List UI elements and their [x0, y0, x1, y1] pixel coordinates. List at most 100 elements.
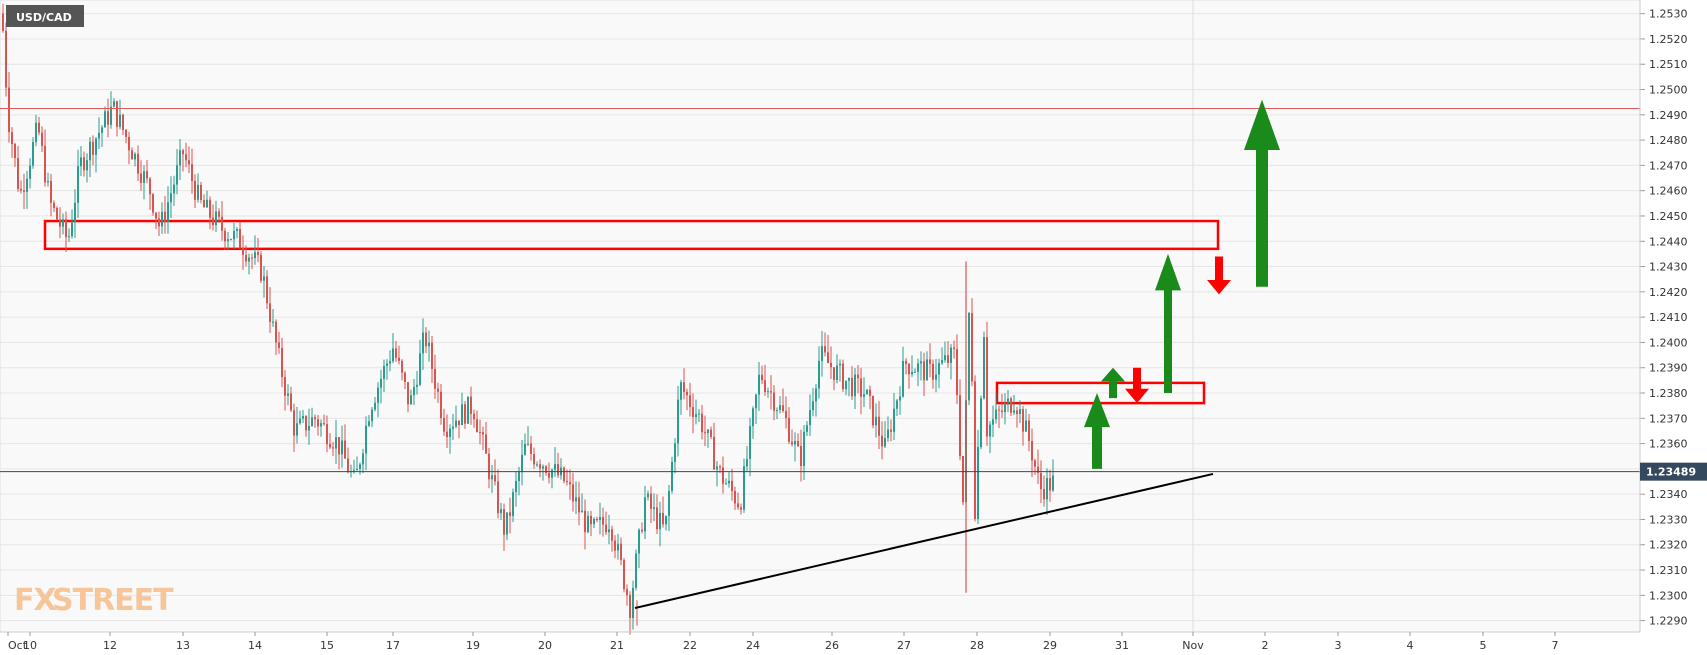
candle-body	[887, 429, 889, 439]
candle-body	[1016, 410, 1018, 415]
candle-body	[881, 435, 883, 447]
candle-body	[1028, 420, 1030, 442]
candle-body	[890, 429, 892, 432]
up-arrow	[1244, 99, 1280, 287]
candle-body	[806, 425, 808, 432]
candle-body	[566, 481, 568, 483]
x-tick-label: 27	[897, 639, 911, 652]
candle-body	[425, 332, 427, 347]
x-tick-label: Oct	[8, 639, 28, 652]
x-tick-label: 26	[825, 639, 839, 652]
candle-body	[50, 180, 52, 203]
candle-body	[572, 484, 574, 502]
candle-body	[29, 165, 31, 179]
candle-body	[551, 469, 553, 478]
candle-body	[533, 453, 535, 465]
candle-body	[170, 193, 172, 203]
candle-body	[164, 211, 166, 222]
y-tick-label: 1.2320	[1649, 539, 1688, 552]
y-tick-label: 1.2290	[1649, 615, 1688, 628]
candle-body	[392, 348, 394, 362]
candle-body	[554, 464, 556, 470]
candle-body	[452, 426, 454, 429]
candle-body	[86, 160, 88, 171]
candle-body	[788, 417, 790, 442]
candle-body	[428, 342, 430, 347]
candle-body	[722, 467, 724, 484]
candle-body	[95, 138, 97, 155]
candle-body	[728, 480, 730, 484]
candle-body	[290, 393, 292, 411]
candle-body	[926, 359, 928, 381]
candle-body	[389, 361, 391, 364]
candle-body	[863, 394, 865, 397]
x-tick-label: 19	[466, 639, 480, 652]
candle-body	[368, 421, 370, 426]
candle-body	[515, 481, 517, 493]
candle-body	[191, 164, 193, 181]
candle-body	[713, 436, 715, 470]
candle-body	[182, 150, 184, 155]
candle-body	[260, 254, 262, 281]
candle-body	[878, 416, 880, 436]
x-tick-label: 5	[1480, 639, 1487, 652]
candle-body	[254, 252, 256, 259]
candle-body	[74, 202, 76, 223]
x-tick-label: 10	[23, 639, 37, 652]
candle-body	[236, 229, 238, 231]
candle-body	[530, 443, 532, 454]
candle-body	[422, 332, 424, 354]
candle-body	[569, 482, 571, 485]
candle-body	[200, 184, 202, 201]
candle-body	[101, 127, 103, 133]
candle-body	[440, 391, 442, 419]
candle-body	[356, 469, 358, 471]
candle-body	[311, 417, 313, 426]
candle-body	[410, 395, 412, 405]
candle-body	[944, 355, 946, 361]
candle-body	[842, 363, 844, 390]
candle-body	[1049, 477, 1051, 491]
candle-body	[206, 199, 208, 208]
candle-body	[611, 529, 613, 541]
candle-body	[251, 257, 253, 259]
candle-body	[8, 87, 10, 133]
candle-body	[176, 165, 178, 185]
logo-street: STREET	[52, 583, 174, 618]
x-tick-label: Nov	[1182, 639, 1204, 652]
candle-body	[680, 382, 682, 400]
candle-body	[914, 371, 916, 373]
zone-box	[43, 219, 1220, 251]
candle-body	[398, 357, 400, 361]
candle-body	[674, 443, 676, 462]
candle-body	[1040, 473, 1042, 490]
candle-body	[797, 440, 799, 446]
y-tick-label: 1.2340	[1649, 488, 1688, 501]
candle-body	[92, 141, 94, 155]
candle-body	[875, 416, 877, 426]
candle-body	[272, 321, 274, 323]
candle-body	[77, 166, 79, 203]
candle-body	[218, 211, 220, 217]
candle-body	[119, 114, 121, 127]
candle-body	[848, 377, 850, 381]
candle-body	[854, 374, 856, 397]
candle-body	[974, 381, 976, 519]
candle-body	[986, 337, 988, 437]
candle-body	[1034, 460, 1036, 467]
candle-body	[992, 419, 994, 425]
candle-body	[536, 464, 538, 466]
candle-body	[650, 493, 652, 509]
candle-body	[80, 157, 82, 167]
candle-body	[83, 157, 85, 171]
candle-body	[1019, 409, 1021, 415]
candle-body	[947, 355, 949, 363]
candle-body	[548, 472, 550, 478]
candle-body	[155, 212, 157, 219]
candle-body	[329, 444, 331, 448]
candle-body	[317, 419, 319, 427]
candle-body	[575, 497, 577, 502]
candle-body	[602, 517, 604, 525]
candle-body	[959, 395, 961, 457]
